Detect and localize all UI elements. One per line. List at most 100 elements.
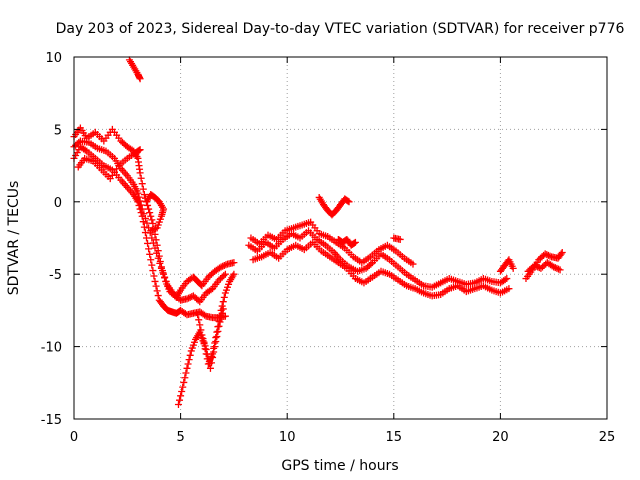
data-point <box>185 294 193 302</box>
x-tick-label: 5 <box>176 430 184 445</box>
data-point <box>194 296 202 304</box>
data-point <box>532 262 540 270</box>
data-point <box>198 331 206 339</box>
data-point <box>219 262 227 270</box>
data-point <box>396 235 404 243</box>
data-point <box>351 238 359 246</box>
y-tick-label: 0 <box>54 196 62 211</box>
data-point <box>149 239 157 247</box>
data-point <box>344 197 352 205</box>
data-point <box>217 263 225 271</box>
data-point <box>135 193 143 201</box>
data-point <box>162 277 170 285</box>
data-point <box>503 275 511 283</box>
data-point <box>220 262 228 270</box>
y-tick-label: -5 <box>49 268 62 283</box>
data-point <box>154 292 162 300</box>
data-point <box>194 311 202 319</box>
x-tick-label: 15 <box>386 430 403 445</box>
data-point <box>200 338 208 346</box>
data-point <box>218 309 226 317</box>
data-point <box>176 396 184 404</box>
y-tick-label: 10 <box>45 51 62 66</box>
data-point <box>136 169 144 177</box>
series-arc-l <box>315 193 353 219</box>
data-point <box>204 355 212 363</box>
plot-frame <box>73 56 608 420</box>
data-point <box>220 293 228 301</box>
data-point <box>144 239 152 247</box>
data-point <box>210 348 218 356</box>
data-point <box>177 392 185 400</box>
data-point <box>175 295 183 303</box>
data-point <box>544 251 552 259</box>
data-point <box>230 259 238 267</box>
data-point <box>183 364 191 372</box>
data-point <box>148 261 156 269</box>
data-point <box>148 234 156 242</box>
x-tick-label: 10 <box>279 430 296 445</box>
data-point <box>550 263 558 271</box>
data-point <box>147 212 155 220</box>
data-point <box>138 180 146 188</box>
data-point <box>179 383 187 391</box>
data-point <box>201 342 209 350</box>
data-point <box>139 185 147 193</box>
data-point <box>208 359 216 367</box>
data-point <box>137 174 145 182</box>
data-point <box>554 265 562 273</box>
data-point <box>147 227 155 235</box>
data-point <box>157 264 165 272</box>
data-point <box>543 251 551 259</box>
data-point <box>211 343 219 351</box>
series-arc-f <box>142 191 168 235</box>
data-point <box>541 250 549 258</box>
data-point <box>206 364 214 372</box>
data-point <box>202 345 210 353</box>
data-point <box>345 198 353 206</box>
data-point <box>509 264 517 272</box>
data-point <box>153 249 161 257</box>
data-point <box>181 374 189 382</box>
data-point <box>199 335 207 343</box>
data-point <box>501 276 509 284</box>
data-point <box>531 262 539 270</box>
data-point <box>230 270 238 278</box>
data-point <box>556 266 564 274</box>
x-tick-label: 20 <box>492 430 509 445</box>
data-point <box>141 214 149 222</box>
data-point <box>213 332 221 340</box>
data-point <box>146 250 154 258</box>
data-point <box>138 205 146 213</box>
y-tick-label: 5 <box>54 123 62 138</box>
data-point <box>156 259 164 267</box>
data-point <box>207 286 215 294</box>
series-arc-o <box>496 256 517 275</box>
data-point <box>196 321 204 329</box>
data-point <box>350 239 358 247</box>
data-point <box>178 387 186 395</box>
data-points <box>70 56 566 409</box>
data-point <box>140 210 148 218</box>
data-point <box>135 146 143 154</box>
data-point <box>222 261 230 269</box>
data-point <box>409 260 417 268</box>
data-point <box>219 305 227 313</box>
series-arc-m <box>334 235 359 249</box>
data-point <box>149 220 157 228</box>
data-point <box>148 216 156 224</box>
x-axis-label: GPS time / hours <box>281 458 398 474</box>
chart-title: Day 203 of 2023, Sidereal Day-to-day VTE… <box>56 21 625 37</box>
y-tick-label: -10 <box>41 341 62 356</box>
data-point <box>217 314 225 322</box>
data-point <box>150 225 158 233</box>
data-point <box>151 277 159 285</box>
data-point <box>220 272 228 280</box>
data-point <box>553 264 561 272</box>
series-arc-q <box>524 259 564 275</box>
data-point <box>216 318 224 326</box>
data-point <box>185 356 193 364</box>
series-arc-k <box>247 218 417 268</box>
series-arc-p <box>522 248 566 283</box>
series-arc-e <box>125 56 144 83</box>
